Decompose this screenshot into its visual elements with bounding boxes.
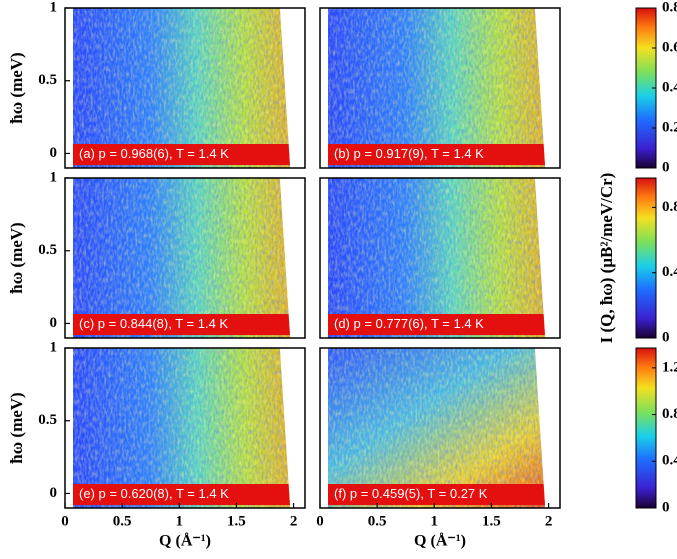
y-tick-label: 0.5 (38, 72, 57, 88)
heatmap (73, 8, 291, 168)
panel-label: (c) p = 0.844(8), T = 1.4 K (79, 316, 228, 331)
heatmap-noise (73, 178, 291, 338)
elastic-band (73, 144, 291, 166)
colorbar-tick-label: 0.4 (662, 264, 677, 280)
panel-label: (f) p = 0.459(5), T = 0.27 K (334, 486, 488, 501)
y-tick-label: 1 (50, 169, 58, 185)
y-tick-label: 1 (50, 0, 58, 15)
y-tick-label: 0.5 (38, 242, 57, 258)
colorbar-tick-label: 0.4 (662, 79, 677, 95)
colorbar-tick-label: 0.8 (662, 199, 677, 215)
y-axis-label: ħω (meV) (7, 222, 26, 293)
colorbar-tick-label: 0.8 (662, 0, 677, 15)
x-tick-label: 1 (431, 513, 439, 529)
elastic-band (73, 484, 291, 506)
y-tick-label: 1 (50, 339, 58, 355)
colorbar (635, 347, 657, 509)
elastic-band (73, 314, 291, 336)
x-axis-label: Q (Å⁻¹) (414, 532, 466, 550)
panel-label: (a) p = 0.968(6), T = 1.4 K (79, 146, 229, 161)
heatmap (328, 8, 546, 168)
panel-label: (d) p = 0.777(6), T = 1.4 K (334, 316, 484, 331)
y-tick-label: 0 (50, 145, 58, 161)
x-tick-label: 2 (545, 513, 553, 529)
panel-frame (64, 347, 306, 509)
x-tick-label: 0.5 (368, 513, 387, 529)
panel-frame (319, 7, 561, 169)
elastic-band (328, 314, 546, 336)
heatmap-noise (328, 348, 546, 508)
x-tick-label: 0 (316, 513, 324, 529)
colorbar (635, 177, 657, 339)
panel-label: (b) p = 0.917(9), T = 1.4 K (334, 146, 484, 161)
heatmap-noise (328, 8, 546, 168)
panel-label: (e) p = 0.620(8), T = 1.4 K (79, 486, 229, 501)
panel-frame (319, 177, 561, 339)
x-tick-label: 1 (176, 513, 184, 529)
colorbar-tick-label: 0 (662, 159, 670, 175)
heatmap-noise (73, 8, 291, 168)
colorbar-tick-label: 0.6 (662, 39, 677, 55)
colorbar-tick-label: 0 (662, 329, 670, 345)
panel-frame (64, 7, 306, 169)
panel-frame (319, 347, 561, 509)
colorbar-tick-label: 0 (662, 499, 670, 515)
y-axis-label: ħω (meV) (7, 392, 26, 463)
heatmap (73, 348, 291, 508)
colorbar-label: I (Q, ħω) (μB²/meV/Cr) (597, 173, 616, 344)
heatmap-noise (328, 178, 546, 338)
elastic-band (328, 144, 546, 166)
heatmap (73, 178, 291, 338)
x-tick-label: 2 (290, 513, 298, 529)
x-tick-label: 1.5 (227, 513, 246, 529)
y-axis-label: ħω (meV) (7, 52, 26, 123)
panel-frame (64, 177, 306, 339)
heatmap (328, 348, 546, 508)
x-tick-label: 1.5 (482, 513, 501, 529)
heatmap (328, 178, 546, 338)
y-tick-label: 0.5 (38, 412, 57, 428)
y-tick-label: 0 (50, 485, 58, 501)
heatmap-noise (73, 348, 291, 508)
x-tick-label: 0 (61, 513, 69, 529)
colorbar-tick-label: 0.4 (662, 453, 677, 469)
colorbar-tick-label: 1.2 (662, 359, 677, 375)
x-axis-label: Q (Å⁻¹) (159, 532, 211, 550)
y-tick-label: 0 (50, 315, 58, 331)
colorbar-tick-label: 0.2 (662, 119, 677, 135)
colorbar-tick-label: 0.8 (662, 406, 677, 422)
x-tick-label: 0.5 (113, 513, 132, 529)
elastic-band (328, 484, 546, 506)
